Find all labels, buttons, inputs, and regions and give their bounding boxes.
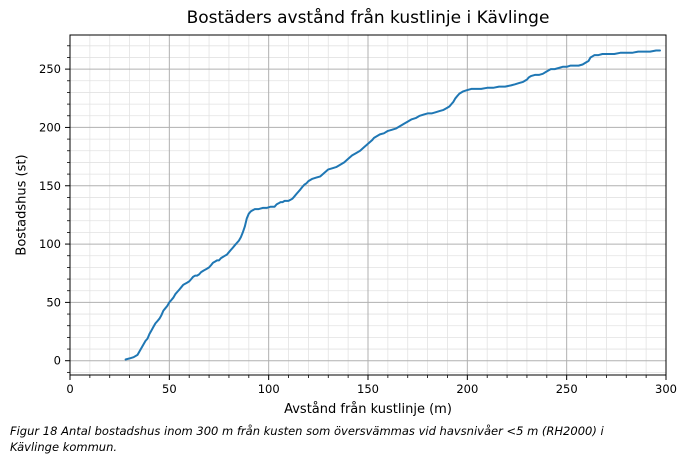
caption-line-2: Kävlinge kommun. xyxy=(10,439,118,454)
figure-caption: Figur 18 Antal bostadshus inom 300 m frå… xyxy=(10,424,670,455)
x-axis-label: Avstånd från kustlinje (m) xyxy=(284,402,452,417)
tick-label-y: 50 xyxy=(46,295,61,309)
tick-label-x: 150 xyxy=(357,382,379,396)
chart-title: Bostäders avstånd från kustlinje i Kävli… xyxy=(186,8,550,28)
tick-label-y: 250 xyxy=(39,62,61,76)
tick-label-y: 100 xyxy=(39,237,61,251)
tick-label-x: 50 xyxy=(162,382,177,396)
tick-label-y: 0 xyxy=(54,354,61,368)
tick-label-x: 0 xyxy=(66,382,73,396)
series-line xyxy=(124,49,661,361)
tick-label-y: 150 xyxy=(39,179,61,193)
tick-label-x: 100 xyxy=(258,382,280,396)
tick-label-x: 300 xyxy=(655,382,677,396)
tick-label-x: 250 xyxy=(556,382,578,396)
plot-border xyxy=(69,34,667,376)
caption-line-1: Figur 18 Antal bostadshus inom 300 m frå… xyxy=(10,424,604,438)
tick-label-x: 200 xyxy=(456,382,478,396)
tick-label-y: 200 xyxy=(39,120,61,134)
